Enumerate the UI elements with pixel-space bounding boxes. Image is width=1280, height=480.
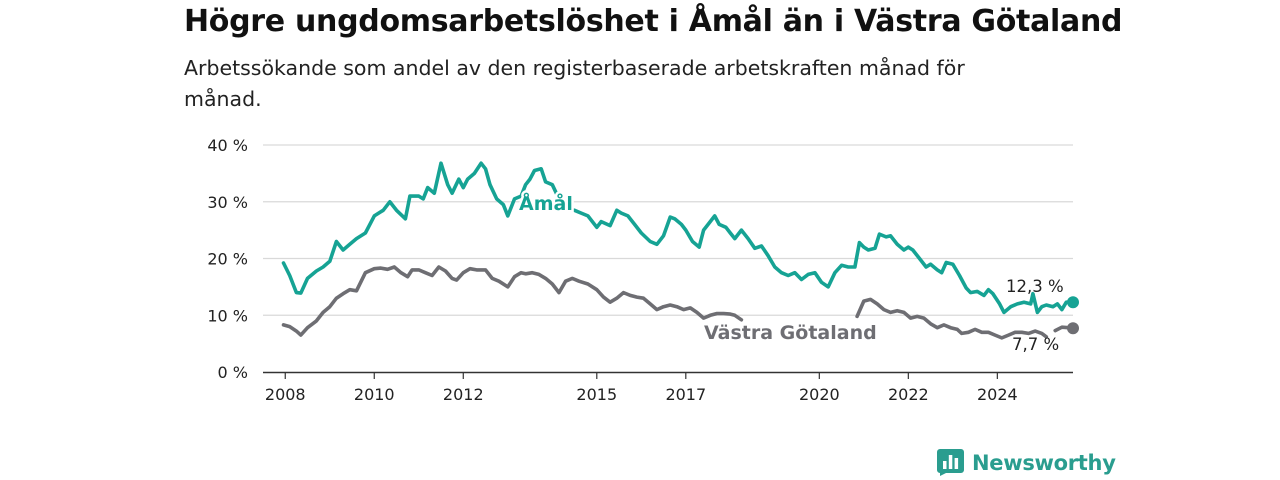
series-labels: Åmål Västra Götaland 12,3 % 7,7 % xyxy=(517,189,1064,355)
bar-chart-logo-icon xyxy=(937,449,964,476)
x-tick-label: 2017 xyxy=(665,385,706,404)
vastra-gotaland-end-value-label: 7,7 % xyxy=(1012,335,1059,354)
amal-series-label: Åmål xyxy=(519,191,573,215)
chart-title: Högre ungdomsarbetslöshet i Åmål än i Vä… xyxy=(184,4,1123,39)
x-tick-label: 2015 xyxy=(576,385,617,404)
series-lines xyxy=(281,161,1079,340)
grid-lines xyxy=(263,144,1073,316)
x-axis-ticks: 2008 2010 2012 2015 2017 2020 2022 2024 xyxy=(265,372,1018,404)
x-tick-label: 2012 xyxy=(443,385,484,404)
y-axis-ticks: 0 % 10 % 20 % 30 % 40 % xyxy=(207,136,248,382)
x-tick-label: 2024 xyxy=(977,385,1018,404)
vastra-gotaland-series-label: Västra Götaland xyxy=(704,322,877,344)
series-end-point xyxy=(1067,322,1079,335)
vastra-gotaland-series-line xyxy=(855,297,1049,340)
amal-series-line xyxy=(281,161,568,295)
x-tick-label: 2020 xyxy=(799,385,840,404)
y-tick-label: 30 % xyxy=(207,193,248,212)
y-tick-label: 40 % xyxy=(207,136,248,155)
newsworthy-logo: Newsworthy xyxy=(937,449,1116,476)
x-tick-label: 2022 xyxy=(888,385,929,404)
brand-name: Newsworthy xyxy=(972,450,1116,475)
y-tick-label: 20 % xyxy=(207,250,248,269)
vastra-gotaland-series-line xyxy=(281,265,744,337)
amal-series-line xyxy=(572,208,1075,315)
chart-subtitle: Arbetssökande som andel av den registerb… xyxy=(184,56,965,111)
amal-end-value-label: 12,3 % xyxy=(1006,277,1064,296)
y-tick-label: 0 % xyxy=(218,363,248,382)
series-end-point xyxy=(1067,296,1079,309)
y-tick-label: 10 % xyxy=(207,306,248,325)
x-tick-label: 2010 xyxy=(354,385,395,404)
x-tick-label: 2008 xyxy=(265,385,306,404)
